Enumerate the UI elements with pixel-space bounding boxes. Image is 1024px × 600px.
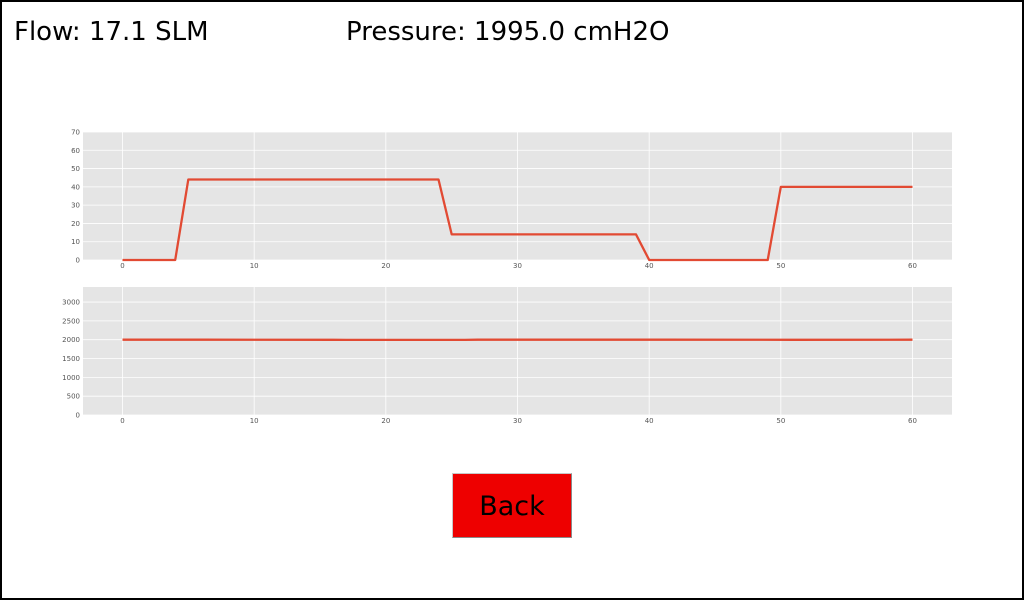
flow-readout: Flow: 17.1 SLM [14, 17, 209, 47]
pressure-x-tick-label: 0 [120, 417, 124, 425]
flow-series-line [122, 178, 913, 262]
flow-y-tick-label: 60 [71, 147, 80, 155]
pressure-readout: Pressure: 1995.0 cmH2O [346, 17, 670, 47]
pressure-y-tick-label: 2500 [62, 317, 80, 325]
flow-x-tick-label: 10 [250, 262, 259, 270]
flow-y-tick-label: 70 [71, 129, 80, 137]
pressure-y-tick-label: 500 [67, 393, 80, 401]
flow-x-tick-label: 40 [645, 262, 654, 270]
flow-y-tick-label: 0 [76, 257, 80, 265]
pressure-chart: 0 10 20 30 40 50 60 0 500 1000 1500 2000 2500 3000 [62, 287, 952, 425]
pressure-y-tick-label: 1500 [62, 355, 80, 363]
pressure-y-tick-label: 3000 [62, 299, 80, 307]
flow-y-tick-label: 40 [71, 183, 80, 191]
flow-chart: 0 10 20 30 40 50 60 0 10 20 30 40 50 60 70 [71, 129, 952, 270]
flow-y-tick-label: 30 [71, 202, 80, 210]
flow-y-tick-label: 10 [71, 238, 80, 246]
pressure-x-tick-label: 10 [250, 417, 259, 425]
pressure-x-tick-label: 60 [908, 417, 917, 425]
pressure-x-tick-label: 50 [776, 417, 785, 425]
pressure-y-tick-label: 0 [76, 412, 80, 420]
pressure-y-tick-label: 2000 [62, 336, 80, 344]
flow-x-tick-label: 60 [908, 262, 917, 270]
flow-y-tick-label: 50 [71, 165, 80, 173]
flow-x-tick-label: 30 [513, 262, 522, 270]
pressure-x-tick-label: 30 [513, 417, 522, 425]
pressure-y-tick-label: 1000 [62, 374, 80, 382]
flow-y-tick-label: 20 [71, 220, 80, 228]
pressure-x-tick-label: 20 [381, 417, 390, 425]
back-button[interactable]: Back [452, 473, 572, 538]
flow-x-tick-label: 20 [381, 262, 390, 270]
flow-x-tick-label: 50 [776, 262, 785, 270]
pressure-x-tick-label: 40 [645, 417, 654, 425]
flow-x-tick-label: 0 [120, 262, 124, 270]
